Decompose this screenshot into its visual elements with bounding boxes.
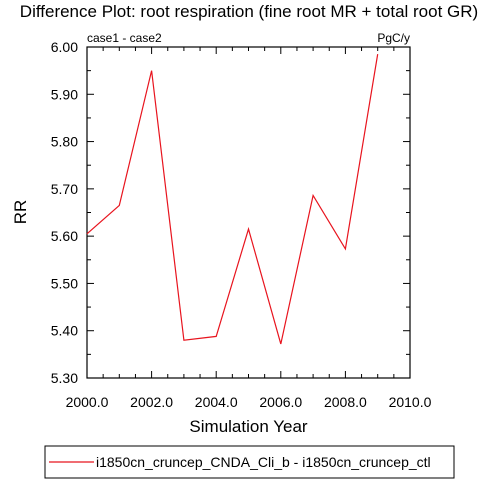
x-axis-label: Simulation Year: [189, 417, 307, 436]
x-tick-label: 2002.0: [130, 394, 173, 410]
plot-frame: [86, 46, 411, 379]
legend-entry-label: i1850cn_cruncep_CNDA_Cli_b - i1850cn_cru…: [96, 454, 431, 470]
x-tick-label: 2006.0: [259, 394, 302, 410]
y-tick-label: 5.80: [51, 134, 78, 150]
legend-box: [44, 445, 455, 479]
left-string: case1 - case2: [87, 31, 162, 45]
y-tick-label: 5.70: [51, 181, 78, 197]
y-tick-label: 5.50: [51, 275, 78, 291]
y-tick-label: 6.00: [51, 39, 78, 55]
series-line: [86, 53, 379, 345]
y-tick-label: 5.40: [51, 323, 78, 339]
units-string: PgC/y: [377, 31, 410, 45]
y-tick-label: 5.90: [51, 86, 78, 102]
y-tick-label: 5.60: [51, 228, 78, 244]
series-layer: [86, 53, 379, 345]
x-tick-label: 2004.0: [195, 394, 238, 410]
x-axis: 2000.0 2002.0 2004.0 2006.0 2008.0 2010.0: [66, 47, 432, 410]
chart-title: Difference Plot: root respiration (fine …: [20, 2, 478, 21]
y-tick-label: 5.30: [51, 370, 78, 386]
y-axis: 5.30 5.40 5.50 5.60 5.70 5.80 5.90 6.00: [51, 39, 410, 386]
y-axis-label: RR: [11, 200, 30, 225]
x-tick-label: 2008.0: [324, 394, 367, 410]
x-tick-label: 2000.0: [66, 394, 109, 410]
x-tick-label: 2010.0: [389, 394, 432, 410]
